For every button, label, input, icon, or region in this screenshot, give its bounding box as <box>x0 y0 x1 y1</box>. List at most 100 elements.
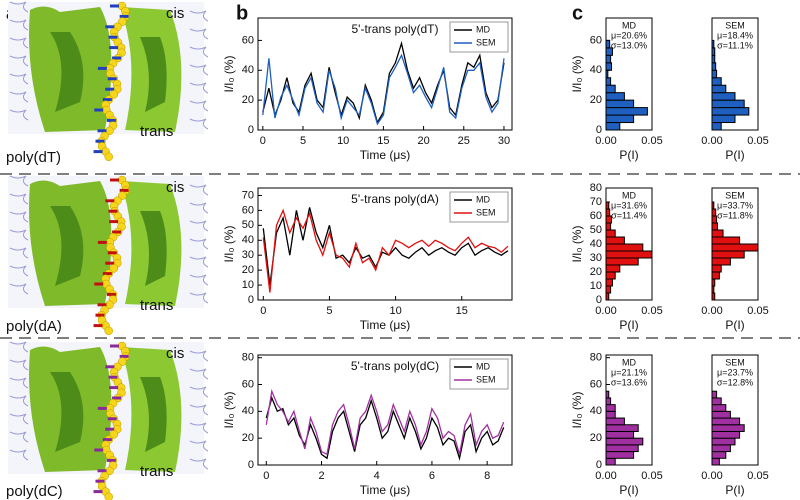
x-axis-label: P(I) <box>725 483 744 497</box>
annotation: μ=33.7% <box>717 200 753 210</box>
x-tick-label: 0.05 <box>747 305 768 317</box>
plot-frame <box>711 17 759 131</box>
base <box>97 66 107 70</box>
lipid <box>9 341 29 353</box>
lipid <box>9 193 29 205</box>
trans-label: trans <box>140 463 173 480</box>
hist-bar <box>711 69 718 79</box>
lipid <box>9 91 29 103</box>
annotation: μ=23.7% <box>717 367 753 377</box>
cis-label: cis <box>166 5 184 22</box>
hist-bar <box>711 437 736 446</box>
hist-bar <box>605 444 639 453</box>
y-tick-label: 30 <box>590 252 602 264</box>
x-tick-label: 15 <box>377 135 389 147</box>
hist-bar <box>711 271 720 280</box>
base <box>97 469 107 473</box>
lipid <box>189 82 209 94</box>
base <box>106 458 116 462</box>
x-tick-label: 0.05 <box>641 470 662 482</box>
x-tick-label: 0 <box>260 135 266 147</box>
lipid <box>9 247 29 259</box>
legend-box <box>449 191 509 223</box>
base <box>94 282 104 286</box>
hist-bar <box>605 77 612 86</box>
base <box>102 438 112 442</box>
y-tick-label: 50 <box>242 219 254 231</box>
lipid <box>189 386 209 398</box>
base <box>108 35 118 39</box>
lipid <box>189 256 209 268</box>
base <box>107 417 117 421</box>
pore-shadow <box>50 32 84 112</box>
x-tick-label: 10 <box>389 305 401 317</box>
lipid <box>9 211 29 223</box>
x-tick-label: 0.00 <box>701 135 722 147</box>
x-tick-label: 10 <box>337 135 349 147</box>
y-tick-label: 40 <box>242 64 254 76</box>
x-axis-label: P(I) <box>619 148 638 162</box>
cis-label: cis <box>166 345 184 362</box>
legend-box <box>449 21 509 53</box>
x-axis-label: P(I) <box>725 148 744 162</box>
base <box>105 25 115 29</box>
base <box>112 56 122 60</box>
lipid <box>189 458 209 470</box>
lipid <box>9 377 29 389</box>
hist-bar <box>711 62 717 71</box>
backbone-bead <box>109 430 119 439</box>
lipid <box>9 109 29 121</box>
base <box>107 77 117 81</box>
hist-bar <box>605 236 625 245</box>
structure-label: poly(dT) <box>6 149 61 166</box>
y-tick-label: 0 <box>248 459 254 471</box>
annotation: σ=13.0% <box>611 40 647 50</box>
y-tick-label: 40 <box>590 238 602 250</box>
annotation: σ=12.8% <box>717 377 753 387</box>
x-tick-label: 4 <box>374 470 380 482</box>
legend-label: SEM <box>476 207 496 217</box>
x-axis-label: Time (μs) <box>360 148 410 162</box>
lipid <box>189 202 209 214</box>
y-tick-label: 60 <box>590 378 602 390</box>
x-axis-label: P(I) <box>725 318 744 332</box>
lipid <box>189 404 209 416</box>
y-tick-label: 50 <box>590 224 602 236</box>
hist-bar <box>711 430 741 439</box>
y-tick-label: 20 <box>242 94 254 106</box>
hist-bar <box>711 424 745 432</box>
legend-box <box>449 358 509 390</box>
hist-bar <box>605 107 648 116</box>
pore-shadow <box>140 37 167 112</box>
pore-shadow <box>140 211 167 286</box>
lipid <box>9 73 29 85</box>
hist-bar <box>605 397 612 406</box>
series-line <box>262 207 509 286</box>
y-tick-label: 80 <box>590 352 602 364</box>
backbone-bead <box>109 90 119 99</box>
base <box>110 178 119 182</box>
pore-shadow <box>50 206 84 286</box>
annotation: σ=11.4% <box>611 210 647 220</box>
hist-bar <box>605 39 611 49</box>
y-tick-label: 40 <box>242 234 254 246</box>
plot-frame <box>605 17 653 131</box>
chart-title: 5'-trans poly(dC) <box>351 359 439 373</box>
base <box>97 129 107 133</box>
hist-bar <box>711 77 722 86</box>
lipid <box>9 431 29 443</box>
x-tick-label: 5 <box>300 135 306 147</box>
hist-bar <box>711 444 731 453</box>
hist-bar <box>605 264 621 273</box>
backbone-bead <box>104 492 113 500</box>
lipid <box>189 440 209 452</box>
hist-bar <box>605 243 644 252</box>
y-tick-label: 30 <box>242 249 254 261</box>
base <box>108 375 118 379</box>
y-tick-label: 0 <box>248 294 254 306</box>
y-tick-label: 20 <box>590 266 602 278</box>
base <box>106 118 116 122</box>
hist-bar <box>711 84 727 94</box>
hist-bar <box>711 208 717 217</box>
base <box>109 386 119 390</box>
